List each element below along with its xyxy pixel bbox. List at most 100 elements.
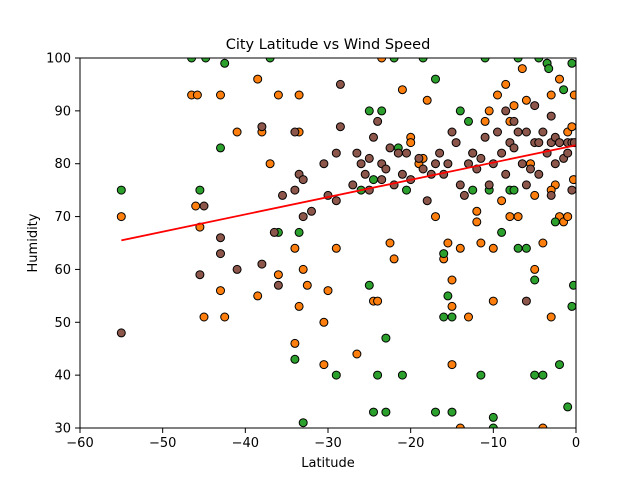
data-point: [480, 58, 490, 63]
data-point: [517, 64, 527, 74]
data-point: [484, 106, 494, 116]
data-point: [298, 264, 308, 274]
data-point: [546, 190, 556, 200]
data-point: [555, 360, 564, 370]
data-point: [447, 275, 457, 285]
data-point: [406, 138, 416, 148]
data-point: [534, 169, 544, 179]
data-point: [298, 418, 308, 428]
data-point: [369, 407, 378, 417]
data-point: [331, 148, 341, 158]
data-point: [273, 280, 283, 290]
data-point: [290, 243, 300, 253]
data-point: [232, 127, 242, 137]
data-point: [447, 360, 457, 370]
data-point: [294, 90, 304, 100]
data-point: [265, 159, 275, 169]
data-point: [290, 127, 300, 137]
data-point: [216, 249, 225, 259]
x-tick-label: −10: [480, 436, 507, 451]
y-tick-label: 70: [54, 210, 71, 225]
data-point: [497, 148, 507, 158]
data-point: [319, 159, 329, 169]
data-point: [418, 164, 428, 174]
data-point: [216, 233, 225, 243]
data-point: [253, 291, 263, 301]
data-point: [555, 74, 564, 84]
data-point: [369, 132, 378, 142]
data-point: [530, 190, 540, 200]
data-point: [534, 138, 544, 148]
data-point: [435, 148, 445, 158]
data-point: [381, 164, 391, 174]
data-point: [232, 264, 242, 274]
data-point: [269, 227, 279, 237]
data-point: [530, 101, 540, 111]
data-point: [488, 243, 498, 253]
data-point: [364, 106, 374, 116]
data-point: [509, 143, 519, 153]
x-axis-ticks: −60 −50 −40 −30 −20 −10 0: [66, 428, 580, 451]
data-point: [335, 79, 345, 89]
data-point: [555, 138, 564, 148]
data-point: [538, 370, 548, 380]
regression-layer: [121, 144, 577, 242]
data-point: [352, 349, 362, 359]
data-point: [530, 370, 540, 380]
data-point: [369, 175, 378, 185]
data-point: [356, 159, 366, 169]
data-point: [569, 90, 576, 100]
data-point: [459, 190, 469, 200]
data-point: [220, 58, 230, 68]
data-point: [546, 90, 556, 100]
data-point: [455, 106, 465, 116]
regression-line: [121, 144, 577, 242]
data-point: [447, 127, 457, 137]
data-point: [373, 296, 383, 306]
data-point: [521, 180, 531, 190]
data-point: [563, 212, 573, 222]
data-point: [298, 212, 308, 222]
x-tick-label: 0: [572, 436, 580, 451]
data-point: [493, 90, 502, 100]
data-point: [323, 286, 333, 296]
data-point: [199, 201, 209, 211]
data-point: [381, 333, 391, 343]
data-point: [418, 58, 428, 63]
data-point: [484, 180, 494, 190]
data-point: [187, 58, 197, 63]
y-tick-label: 80: [54, 157, 71, 172]
data-point: [253, 74, 263, 84]
data-point: [451, 138, 461, 148]
data-point: [447, 407, 457, 417]
data-point: [414, 153, 424, 163]
data-point: [538, 238, 548, 248]
data-point: [505, 212, 515, 222]
data-point: [431, 159, 440, 169]
data-point: [563, 148, 573, 158]
data-point: [546, 312, 556, 322]
data-point: [364, 280, 374, 290]
data-point: [257, 259, 267, 269]
data-point: [191, 201, 201, 211]
data-point: [464, 116, 473, 126]
data-point: [431, 74, 440, 84]
data-point: [364, 153, 374, 163]
data-point: [530, 275, 540, 285]
data-point: [443, 238, 453, 248]
data-point: [294, 301, 304, 311]
data-point: [116, 328, 126, 338]
points-layer: [116, 58, 576, 428]
data-point: [534, 58, 544, 63]
data-point: [216, 90, 225, 100]
data-point: [195, 185, 205, 195]
data-point: [360, 169, 370, 179]
data-point: [443, 291, 453, 301]
data-point: [116, 185, 126, 195]
data-point: [509, 185, 519, 195]
data-point: [472, 217, 482, 227]
data-point: [381, 407, 391, 417]
data-point: [513, 243, 523, 253]
data-point: [373, 370, 383, 380]
